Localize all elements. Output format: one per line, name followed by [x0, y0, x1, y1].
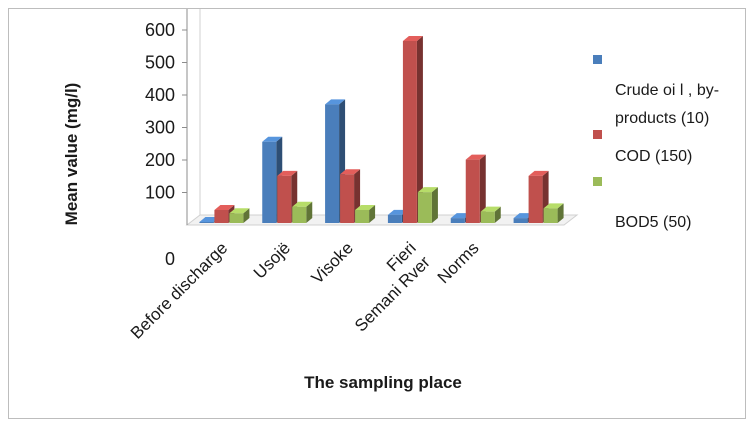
- legend-swatch: [593, 130, 602, 139]
- bar-front: [292, 206, 307, 223]
- bar-front: [402, 41, 417, 223]
- bar-front: [543, 208, 558, 223]
- bar-2-0: [229, 208, 250, 223]
- legend-label: BOD5 (50): [615, 214, 691, 231]
- y-axis-title: Mean value (mg/l): [62, 83, 81, 226]
- bar-top: [402, 36, 423, 41]
- x-category-label: Visoke: [308, 238, 357, 287]
- bar-front: [480, 211, 495, 223]
- bar-side: [494, 206, 501, 223]
- bar-top: [465, 154, 486, 160]
- y-tick-label: 600: [145, 20, 175, 40]
- bar-front: [214, 210, 229, 223]
- bar-side: [243, 208, 250, 223]
- bar-2-4: [480, 206, 501, 223]
- y-tick-label: 500: [145, 53, 175, 73]
- bar-front: [199, 222, 214, 223]
- x-axis-categories: Before discharge Usojë Visoke FieriSemani R…: [127, 238, 483, 342]
- bar-front: [340, 174, 355, 223]
- bar-front: [450, 218, 465, 223]
- bar-side: [306, 201, 313, 223]
- bar-side: [479, 154, 486, 223]
- bar-1-4: [465, 154, 486, 223]
- bar-2-5: [543, 203, 564, 223]
- bar-top: [355, 205, 376, 210]
- bar-front: [387, 214, 402, 223]
- y-tick-label: 200: [145, 150, 175, 170]
- bar-front: [229, 213, 244, 223]
- legend-label: Crude oi l , by-products (10): [615, 82, 719, 127]
- bar-2-1: [292, 201, 313, 223]
- bar-top: [340, 169, 361, 175]
- y-axis-ticks: 100 200 300 400 500 600 0: [145, 20, 187, 269]
- bar-top: [214, 205, 235, 210]
- bar-side: [416, 36, 423, 223]
- y-tick-label: 400: [145, 85, 175, 105]
- legend-label: COD (150): [615, 148, 692, 165]
- bar-front: [325, 104, 340, 223]
- bar-front: [417, 192, 432, 223]
- bar-top: [528, 170, 549, 176]
- bar-side: [557, 203, 564, 223]
- bar-front: [262, 141, 277, 223]
- legend-swatch: [593, 177, 602, 186]
- bar-front: [465, 159, 480, 223]
- x-category-label: Usojë: [250, 238, 294, 282]
- bar-2-3: [417, 187, 438, 223]
- bar-top: [480, 206, 501, 212]
- y-tick-label: 300: [145, 118, 175, 138]
- chart-frame: 100 200 300 400 500 600 0 Before discharge Usoj…: [8, 8, 746, 419]
- bar-chart: 100 200 300 400 500 600 0 Before discharge Usoj…: [62, 9, 719, 392]
- bar-front: [355, 210, 370, 223]
- bar-top: [417, 187, 438, 193]
- bar-top: [262, 136, 283, 142]
- y-tick-label: 0: [165, 249, 175, 269]
- bar-front: [528, 175, 543, 223]
- bar-top: [277, 170, 298, 176]
- bar-front: [277, 175, 292, 223]
- bars: [199, 36, 564, 223]
- bar-top: [325, 99, 346, 105]
- bar-top: [229, 208, 250, 214]
- bar-side: [431, 187, 438, 223]
- bar-side: [369, 205, 376, 223]
- bar-1-2: [340, 169, 361, 223]
- back-wall: [199, 9, 577, 216]
- y-tick-label: 100: [145, 183, 175, 203]
- bar-top: [543, 203, 564, 209]
- bar-2-2: [355, 205, 376, 223]
- legend-swatch: [593, 55, 602, 64]
- bar-front: [513, 218, 528, 223]
- x-category-label: Before discharge: [127, 238, 231, 342]
- x-category-label: Norms: [434, 238, 483, 287]
- chart-walls: [185, 9, 579, 226]
- bar-1-3: [402, 36, 423, 223]
- bar-top: [292, 201, 313, 207]
- legend: Crude oi l , by-products (10) COD (150) BO…: [593, 55, 719, 231]
- x-axis-title: The sampling place: [304, 373, 462, 392]
